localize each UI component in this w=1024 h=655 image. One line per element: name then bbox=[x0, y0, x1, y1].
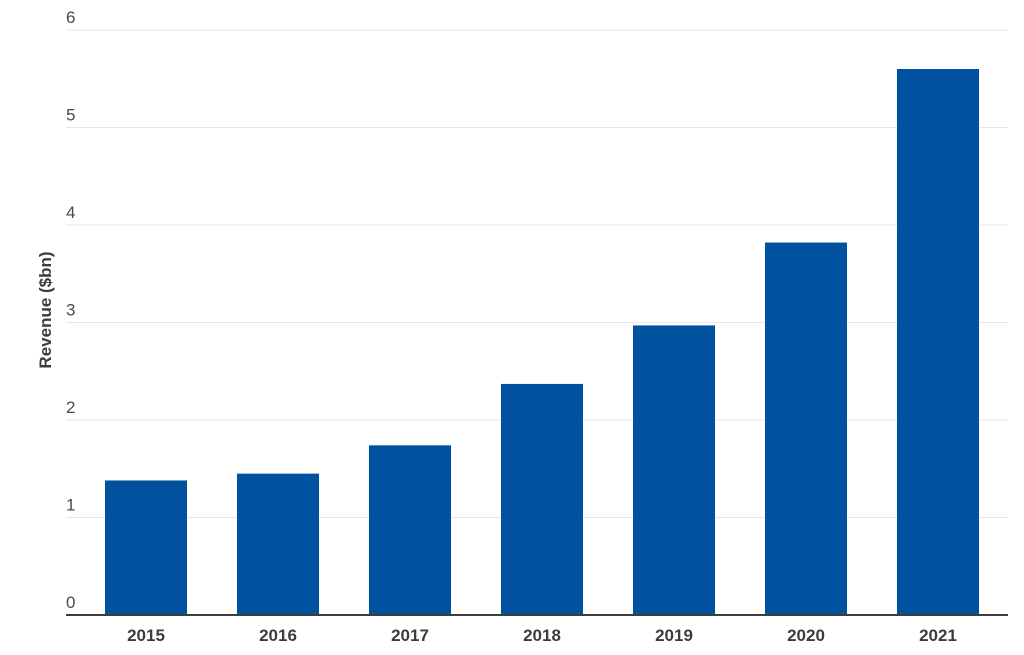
y-tick-label: 6 bbox=[66, 8, 75, 27]
x-tick-label: 2017 bbox=[391, 626, 429, 645]
y-tick-label: 5 bbox=[66, 106, 75, 125]
bar-2017 bbox=[369, 445, 451, 615]
bars bbox=[105, 69, 979, 616]
x-tick-label: 2020 bbox=[787, 626, 825, 645]
grid-lines bbox=[66, 29, 1008, 518]
x-tick-label: 2019 bbox=[655, 626, 693, 645]
x-tick-label: 2021 bbox=[919, 626, 957, 645]
bar-2021 bbox=[897, 69, 979, 615]
y-tick-label: 2 bbox=[66, 398, 75, 417]
y-axis-title: Revenue ($bn) bbox=[36, 251, 55, 368]
x-tick-label: 2018 bbox=[523, 626, 561, 645]
bar-2020 bbox=[765, 242, 847, 616]
y-tick-labels: 0 1 2 3 4 5 6 bbox=[66, 8, 75, 612]
bar-2015 bbox=[105, 480, 187, 615]
x-tick-label: 2015 bbox=[127, 626, 165, 645]
bar-2019 bbox=[633, 325, 715, 615]
x-tick-label: 2016 bbox=[259, 626, 297, 645]
y-tick-label: 3 bbox=[66, 301, 75, 320]
bar-2018 bbox=[501, 383, 583, 615]
y-tick-label: 0 bbox=[66, 593, 75, 612]
y-tick-label: 4 bbox=[66, 203, 75, 222]
bar-2016 bbox=[237, 473, 319, 615]
x-tick-labels: 2015 2016 2017 2018 2019 2020 2021 bbox=[127, 626, 957, 645]
y-tick-label: 1 bbox=[66, 496, 75, 515]
